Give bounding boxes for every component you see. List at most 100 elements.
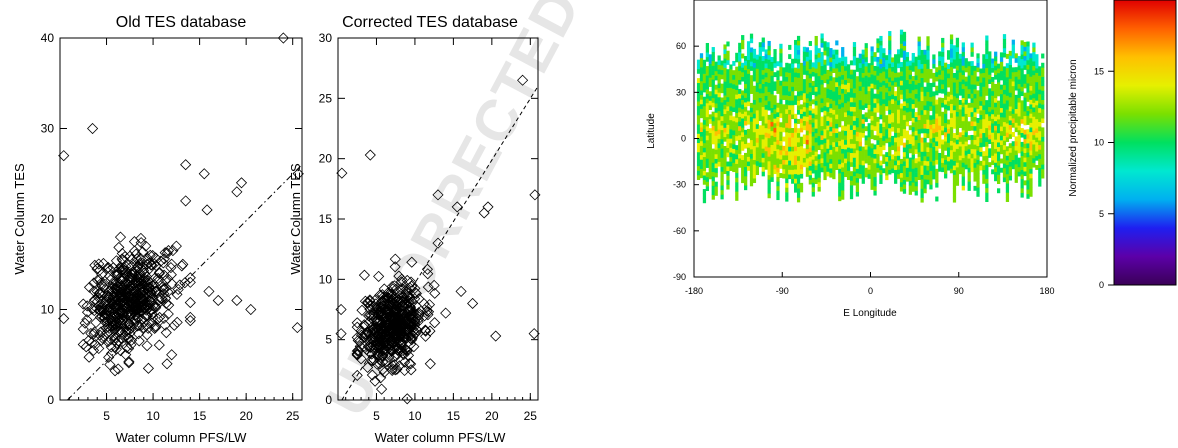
- map-cell: [852, 51, 857, 57]
- map-cell: [770, 66, 774, 72]
- map-cell: [1005, 146, 1010, 152]
- map-cell: [876, 66, 880, 72]
- map-cell: [858, 141, 862, 147]
- map-cell: [720, 166, 724, 172]
- map-cell: [838, 159, 842, 165]
- map-cell: [1008, 157, 1012, 162]
- map-cell: [1020, 77, 1024, 83]
- map-cell: [976, 145, 980, 151]
- map-cell: [835, 100, 839, 106]
- map-cell: [999, 89, 1004, 95]
- map-cell: [911, 57, 915, 63]
- map-cell: [852, 97, 857, 103]
- map-cell: [785, 127, 789, 133]
- map-cell: [955, 88, 960, 94]
- map-cell: [905, 79, 910, 85]
- map-cell: [729, 115, 733, 121]
- map-cell: [820, 42, 824, 48]
- map-cell: [708, 142, 712, 147]
- map-cell: [817, 154, 821, 160]
- map-cell: [846, 105, 851, 111]
- map-cell: [767, 119, 771, 125]
- map-cell: [908, 88, 912, 94]
- map-cell: [955, 56, 960, 62]
- map-cell: [829, 80, 833, 86]
- map-cell: [902, 142, 907, 148]
- map-cell: [788, 141, 792, 147]
- map-cell: [705, 130, 710, 136]
- map-cell: [955, 139, 960, 145]
- map-cell: [941, 61, 945, 66]
- map-cell: [964, 58, 968, 64]
- map-cell: [882, 112, 886, 118]
- map-cell: [820, 130, 824, 136]
- map-cell: [699, 168, 704, 174]
- map-cell: [735, 131, 739, 137]
- map-cell: [785, 173, 789, 179]
- map-cell: [870, 88, 874, 93]
- map-cell: [773, 155, 777, 161]
- map-cell: [864, 75, 868, 81]
- map-cell: [764, 155, 768, 161]
- map-cell: [814, 35, 818, 41]
- map-cell: [870, 106, 874, 112]
- map-cell: [1038, 84, 1042, 90]
- map-cell: [776, 162, 780, 168]
- map-cell: [852, 46, 857, 52]
- map-cell: [896, 113, 901, 119]
- old-tes-point: [135, 305, 147, 317]
- map-cell: [811, 150, 815, 156]
- old-tes-point: [150, 321, 162, 334]
- map-cell: [914, 93, 918, 99]
- map-cell: [985, 86, 989, 92]
- map-cell: [908, 162, 912, 168]
- map-cell: [982, 169, 986, 175]
- map-cell: [882, 99, 886, 104]
- corrected-tes-point: [351, 317, 363, 329]
- map-cell: [1005, 127, 1010, 133]
- map-cell: [944, 99, 948, 105]
- map-cell: [808, 156, 812, 162]
- map-cell: [885, 96, 889, 102]
- map-cell: [861, 151, 865, 157]
- map-cell: [835, 63, 839, 69]
- map-cell: [794, 53, 798, 59]
- map-cell: [805, 144, 810, 150]
- map-cell: [1029, 136, 1033, 142]
- map-cell: [935, 136, 939, 142]
- map-cell: [964, 76, 968, 82]
- map-cell: [888, 155, 892, 161]
- map-cell: [896, 58, 901, 64]
- map-cell: [1023, 166, 1027, 172]
- map-cell: [864, 47, 868, 53]
- map-cell: [888, 54, 892, 60]
- map-cell: [1008, 97, 1012, 102]
- map-cell: [1014, 108, 1018, 114]
- map-cell: [714, 103, 718, 109]
- map-cell: [876, 70, 880, 76]
- map-cell: [814, 119, 818, 124]
- map-cell: [844, 125, 848, 131]
- map-cell: [726, 124, 730, 130]
- map-cell: [879, 142, 883, 148]
- old-tes-point: [104, 359, 116, 371]
- map-cell: [908, 171, 912, 177]
- map-cell: [1026, 73, 1030, 79]
- old-tes-point: [105, 274, 117, 286]
- map-cell: [961, 130, 965, 136]
- old-tes-point: [58, 150, 70, 162]
- map-cell: [929, 101, 933, 107]
- old-tes-point: [277, 32, 289, 44]
- map-cell: [944, 90, 948, 96]
- map-cell: [991, 155, 995, 161]
- map-cell: [767, 133, 771, 139]
- map-cell: [755, 59, 760, 65]
- map-cell: [941, 51, 945, 57]
- map-cell: [1011, 81, 1015, 87]
- map-cell: [1017, 111, 1021, 117]
- map-cell: [735, 94, 739, 100]
- map-cell: [1011, 155, 1015, 160]
- map-cell: [744, 143, 748, 149]
- map-cell: [938, 83, 942, 89]
- map-cell: [858, 53, 862, 59]
